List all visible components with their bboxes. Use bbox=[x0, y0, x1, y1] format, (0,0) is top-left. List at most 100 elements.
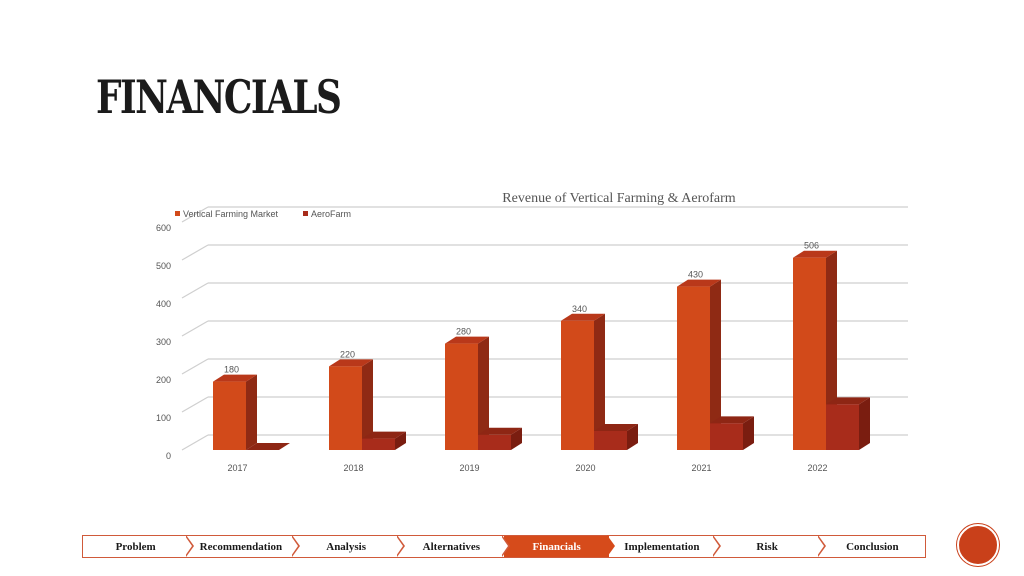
bar-aerofarm-top bbox=[478, 427, 522, 435]
bar-vertical-farming-front bbox=[677, 286, 710, 450]
nav-item-implementation[interactable]: Implementation bbox=[609, 535, 721, 557]
bar-vertical-farming-top bbox=[329, 359, 373, 367]
bar-vertical-farming bbox=[677, 279, 721, 450]
legend-swatch bbox=[175, 211, 180, 216]
nav-item-label: Alternatives bbox=[422, 540, 481, 553]
bar-aerofarm-side bbox=[627, 424, 638, 450]
bar-aerofarm-side bbox=[511, 427, 522, 450]
chevron-right-icon bbox=[606, 535, 616, 557]
nav-item-financials[interactable]: Financials bbox=[504, 535, 616, 557]
legend-label: AeroFarm bbox=[311, 209, 351, 219]
data-label: 180 bbox=[224, 365, 239, 375]
nav-item-conclusion[interactable]: Conclusion bbox=[820, 536, 925, 557]
section-nav: Problem Recommendation Analysis Alternative… bbox=[82, 535, 926, 558]
y-tick-label: 100 bbox=[156, 413, 171, 423]
bar-vertical-farming-side bbox=[594, 313, 605, 450]
chevron-right-icon bbox=[501, 535, 510, 557]
nav-item-problem[interactable]: Problem bbox=[83, 535, 195, 557]
bar-vertical-farming-side bbox=[478, 336, 489, 450]
nav-item-label: Conclusion bbox=[846, 540, 899, 553]
bar-vertical-farming bbox=[445, 336, 489, 450]
bar-aerofarm bbox=[710, 416, 754, 450]
legend-label: Vertical Farming Market bbox=[183, 209, 279, 219]
gridline-depth bbox=[181, 434, 209, 451]
bar-vertical-farming-top bbox=[445, 336, 489, 344]
bar-vertical-farming-top bbox=[793, 250, 837, 258]
bar-aerofarm bbox=[362, 431, 406, 450]
bar-aerofarm-top bbox=[710, 416, 754, 424]
bar-aerofarm-side bbox=[859, 397, 870, 450]
nav-item-label: Problem bbox=[115, 540, 156, 553]
y-tick-label: 200 bbox=[156, 375, 171, 385]
nav-item-recommendation[interactable]: Recommendation bbox=[188, 535, 300, 557]
nav-item-label: Recommendation bbox=[199, 540, 283, 553]
y-tick-label: 500 bbox=[156, 261, 171, 271]
bar-aerofarm-front bbox=[710, 423, 743, 450]
x-tick-label: 2017 bbox=[227, 463, 247, 473]
nav-item-risk[interactable]: Risk bbox=[715, 535, 826, 557]
revenue-chart: 0 100 200 300 400 500 600 180 2017 220 2018 280 2019… bbox=[156, 191, 908, 473]
bar-vertical-farming-front bbox=[793, 257, 826, 450]
gridline-depth bbox=[181, 358, 209, 375]
data-label: 340 bbox=[572, 304, 587, 314]
bar-vertical-farming-top bbox=[213, 374, 257, 382]
bar-vertical-farming-side bbox=[710, 279, 721, 450]
bar-aerofarm-front bbox=[826, 404, 859, 450]
bar-aerofarm-top bbox=[594, 424, 638, 431]
x-tick-label: 2022 bbox=[807, 463, 827, 473]
chevron-right-icon bbox=[711, 535, 721, 557]
chevron-right-icon bbox=[185, 535, 195, 557]
bar-vertical-farming bbox=[793, 250, 837, 450]
x-tick-label: 2021 bbox=[691, 463, 711, 473]
data-label: 506 bbox=[804, 241, 819, 251]
bar-aerofarm bbox=[594, 424, 638, 450]
legend-swatch bbox=[303, 211, 308, 216]
bar-vertical-farming-front bbox=[213, 381, 246, 450]
y-tick-label: 300 bbox=[156, 337, 171, 347]
data-label: 430 bbox=[688, 270, 703, 280]
gridline-depth bbox=[181, 206, 209, 223]
page-badge bbox=[957, 524, 999, 566]
nav-item-label: Risk bbox=[756, 540, 778, 553]
bar-aerofarm-top bbox=[826, 397, 870, 405]
bar-vertical-farming-top bbox=[677, 279, 721, 287]
bar-aerofarm-top bbox=[246, 443, 290, 450]
nav-item-label: Analysis bbox=[326, 540, 366, 553]
x-tick-label: 2018 bbox=[343, 463, 363, 473]
chevron-right-icon bbox=[816, 535, 826, 557]
y-tick-label: 0 bbox=[166, 451, 171, 461]
bar-aerofarm-front bbox=[594, 431, 627, 450]
bar-vertical-farming bbox=[213, 374, 257, 450]
y-tick-label: 400 bbox=[156, 299, 171, 309]
nav-item-label: Implementation bbox=[624, 540, 700, 553]
gridline-depth bbox=[181, 320, 209, 337]
bar-aerofarm-side bbox=[395, 431, 406, 450]
chart-title: Revenue of Vertical Farming & Aerofarm bbox=[502, 191, 736, 206]
bar-vertical-farming bbox=[561, 313, 605, 450]
x-tick-label: 2020 bbox=[575, 463, 595, 473]
bar-vertical-farming-front bbox=[445, 343, 478, 450]
page-title: FINANCIALS bbox=[96, 70, 342, 124]
bar-vertical-farming-side bbox=[246, 374, 257, 450]
bar-aerofarm-side bbox=[743, 416, 754, 450]
bar-aerofarm bbox=[478, 427, 522, 450]
bar-vertical-farming-side bbox=[362, 359, 373, 450]
bar-aerofarm bbox=[826, 397, 870, 450]
bar-vertical-farming-top bbox=[561, 313, 605, 321]
data-label: 280 bbox=[456, 327, 471, 337]
bar-aerofarm-front bbox=[478, 434, 511, 450]
gridline-depth bbox=[181, 244, 209, 261]
nav-item-label: Financials bbox=[532, 540, 581, 553]
bar-vertical-farming bbox=[329, 359, 373, 450]
bar-vertical-farming-front bbox=[561, 320, 594, 450]
gridline-depth bbox=[181, 282, 209, 299]
data-label: 220 bbox=[340, 349, 355, 359]
chevron-right-icon bbox=[395, 535, 405, 557]
y-tick-label: 600 bbox=[156, 223, 171, 233]
nav-item-analysis[interactable]: Analysis bbox=[294, 535, 405, 557]
gridline-depth bbox=[181, 396, 209, 413]
bar-aerofarm-top bbox=[362, 431, 406, 439]
nav-item-alternatives[interactable]: Alternatives bbox=[399, 535, 510, 557]
chevron-right-icon bbox=[290, 535, 300, 557]
x-tick-label: 2019 bbox=[459, 463, 479, 473]
